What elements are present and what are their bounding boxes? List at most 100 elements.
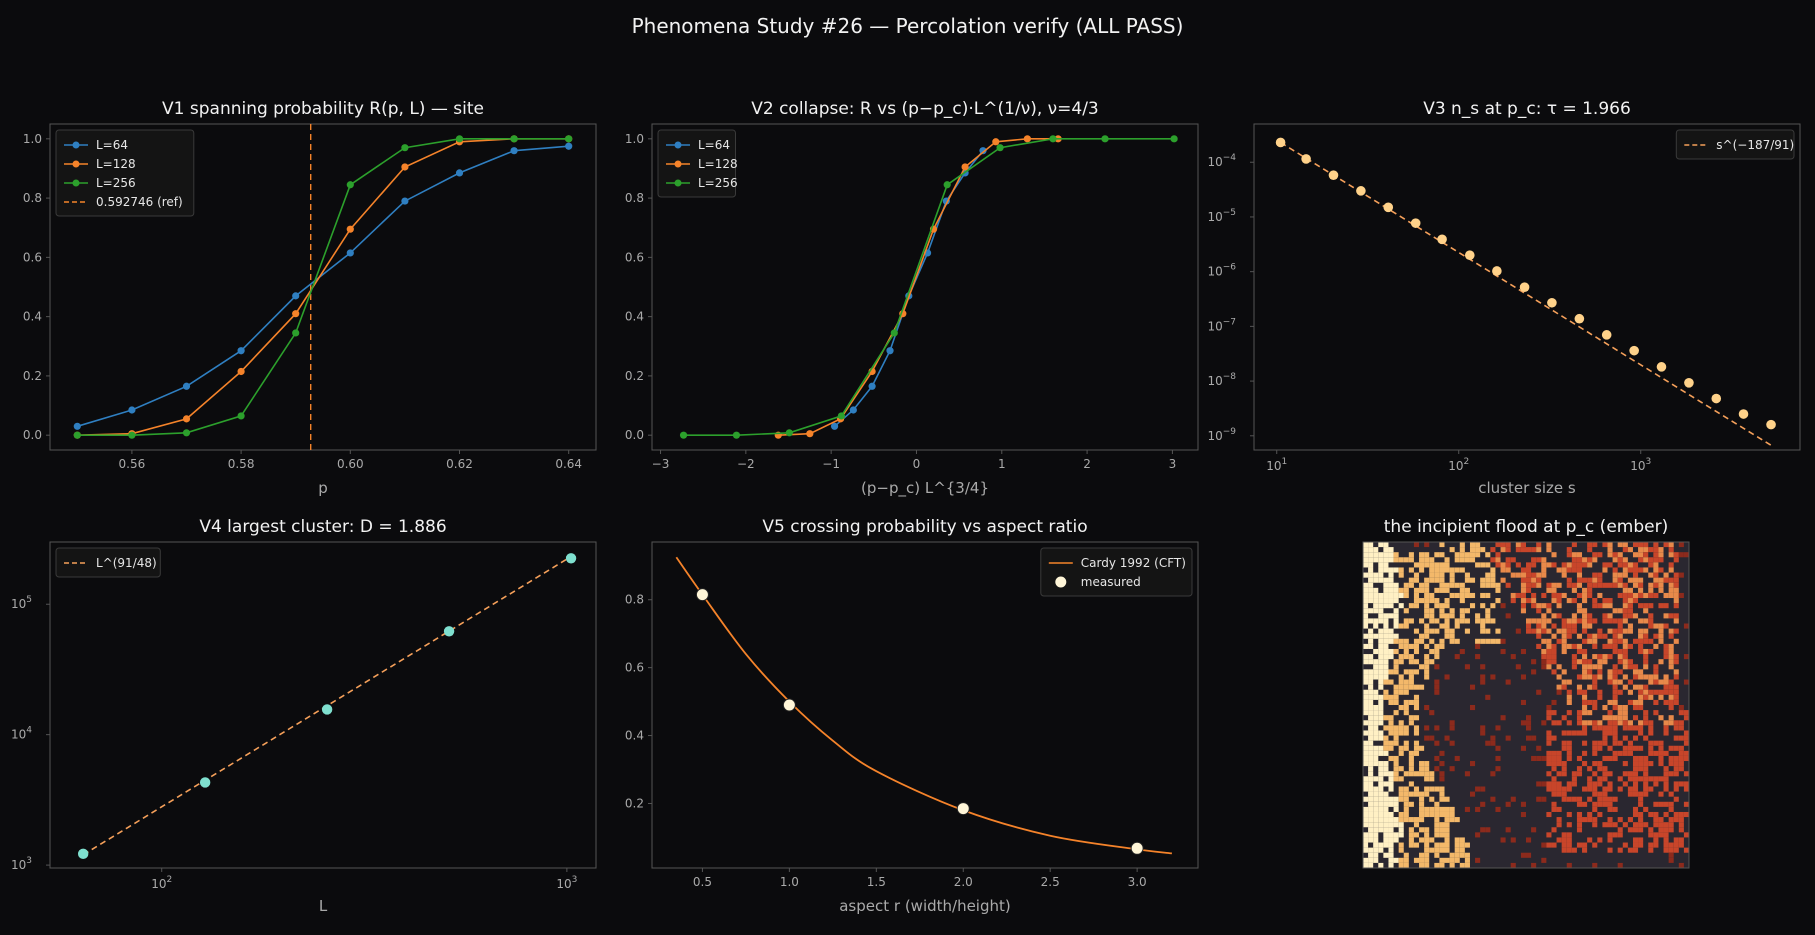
v1-data-point — [182, 415, 191, 423]
v2-xlabel: (p−p_c) L^{3/4} — [861, 479, 989, 498]
v3-legend-label: s^(−187/91) — [1716, 138, 1794, 152]
v2-ytick-label: 0.6 — [625, 250, 644, 264]
v5-measured-point — [1130, 841, 1144, 855]
v2-xtick-label: −3 — [652, 457, 670, 471]
v1-data-point — [237, 367, 245, 376]
v1-data-point — [401, 197, 409, 205]
v2-ytick-label: 0.0 — [625, 428, 644, 442]
v1-xtick-label: 0.56 — [119, 457, 146, 471]
v1-data-point — [510, 147, 518, 155]
v3-title: V3 n_s at p_c: τ = 1.966 — [1423, 99, 1631, 119]
v6-title: the incipient flood at p_c (ember) — [1384, 517, 1668, 537]
v4-xtick-label: 102 — [151, 875, 172, 891]
v2-legend-label: L=128 — [698, 157, 738, 171]
v2-xtick-label: 2 — [1083, 457, 1091, 471]
v1-series-line — [77, 145, 569, 428]
v3-data-point — [1656, 362, 1667, 372]
v3-ytick-label: 10−6 — [1207, 263, 1236, 279]
v2-data-point — [886, 347, 894, 355]
v1-data-point — [346, 181, 354, 189]
v5-ytick-label: 0.6 — [625, 661, 644, 675]
v1-ytick-label: 0.4 — [23, 310, 42, 324]
v2-xtick-label: 3 — [1169, 457, 1177, 471]
v2-legend-label: L=64 — [698, 138, 730, 152]
v1-data-point — [401, 144, 409, 152]
v3-data-point — [1711, 393, 1722, 404]
v2-data-point — [1101, 135, 1109, 143]
v2-data-point — [961, 163, 969, 171]
v2-xtick-label: 1 — [998, 457, 1006, 471]
v1-ytick-label: 0.6 — [23, 250, 42, 264]
v3-data-point — [1629, 345, 1639, 356]
v1-data-point — [128, 431, 136, 439]
v3-xlabel: cluster size s — [1478, 479, 1576, 497]
v4-ytick-label: 103 — [11, 856, 32, 872]
v1-legend-marker — [72, 179, 80, 187]
v1-data-point — [73, 431, 81, 439]
v5-legend-label: measured — [1081, 575, 1141, 589]
v4-data-point — [443, 626, 455, 637]
v4-data-point — [199, 777, 211, 788]
v3-data-point — [1601, 330, 1612, 340]
v1-xtick-label: 0.60 — [337, 457, 364, 471]
v3-fit-line — [1280, 141, 1772, 446]
v1-xtick-label: 0.64 — [555, 457, 582, 471]
v4-legend — [55, 547, 161, 578]
v2-data-point — [996, 144, 1004, 152]
v1-ytick-label: 1.0 — [23, 132, 42, 146]
v5-xtick-label: 0.5 — [693, 875, 712, 889]
v2-ytick-label: 1.0 — [625, 132, 644, 146]
v4-data-point — [321, 704, 333, 715]
v4-ytick-label: 105 — [11, 595, 32, 611]
v1-data-point — [346, 225, 354, 233]
v4-title: V4 largest cluster: D = 1.886 — [199, 517, 446, 537]
v5-xtick-label: 3.0 — [1128, 875, 1147, 889]
v5-ytick-label: 0.4 — [625, 729, 644, 743]
v1-legend-marker — [72, 141, 80, 149]
v3-data-point — [1547, 297, 1557, 308]
v2-data-point — [785, 429, 793, 437]
v2-data-point — [679, 431, 688, 439]
v3-data-point — [1437, 234, 1447, 245]
v5-xtick-label: 1.5 — [867, 875, 886, 889]
v1-data-point — [346, 249, 354, 257]
v2-xtick-label: −1 — [822, 457, 840, 471]
v3-data-point — [1519, 282, 1530, 293]
v1-legend-label: L=128 — [96, 157, 136, 171]
v3-data-point — [1383, 202, 1394, 213]
v5-xtick-label: 2.0 — [954, 875, 973, 889]
v1-legend-marker — [72, 160, 80, 168]
v3-data-point — [1738, 409, 1749, 419]
v2-ytick-label: 0.4 — [625, 310, 644, 324]
v4-xtick-label: 103 — [556, 875, 577, 891]
v1-data-point — [565, 142, 573, 150]
v1-data-point — [401, 163, 409, 171]
v2-title: V2 collapse: R vs (p−p_c)·L^(1/ν), ν=4/3 — [751, 99, 1099, 119]
v5-xlabel: aspect r (width/height) — [839, 897, 1011, 915]
v5-legend-marker — [1055, 576, 1067, 588]
v5-measured-point — [956, 802, 970, 816]
v5-legend — [1040, 547, 1193, 597]
v2-xtick-label: 0 — [913, 457, 921, 471]
v3-ytick-label: 10−7 — [1207, 317, 1236, 333]
v2-series-line — [683, 138, 1175, 437]
v4-ytick-label: 104 — [11, 726, 32, 742]
v2-series-line — [778, 138, 1059, 436]
v3-data-point — [1766, 419, 1776, 430]
v4-legend-label: L^(91/48) — [96, 556, 157, 570]
v3-data-point — [1328, 170, 1339, 180]
v1-xtick-label: 0.62 — [446, 457, 473, 471]
v5-xtick-label: 2.5 — [1041, 875, 1060, 889]
v2-data-point — [1049, 135, 1057, 143]
v6-frame — [1362, 541, 1690, 869]
v2-plot-frame — [651, 123, 1199, 451]
v1-data-point — [182, 429, 191, 437]
v2-data-point — [943, 181, 951, 189]
v5-ytick-label: 0.2 — [625, 796, 644, 810]
v2-ytick-label: 0.2 — [625, 369, 644, 383]
v1-legend — [55, 129, 195, 217]
v1-data-point — [237, 347, 245, 355]
v1-series-line — [77, 138, 569, 437]
v4-xlabel: L — [319, 897, 328, 915]
v3-ytick-label: 10−9 — [1207, 427, 1236, 443]
